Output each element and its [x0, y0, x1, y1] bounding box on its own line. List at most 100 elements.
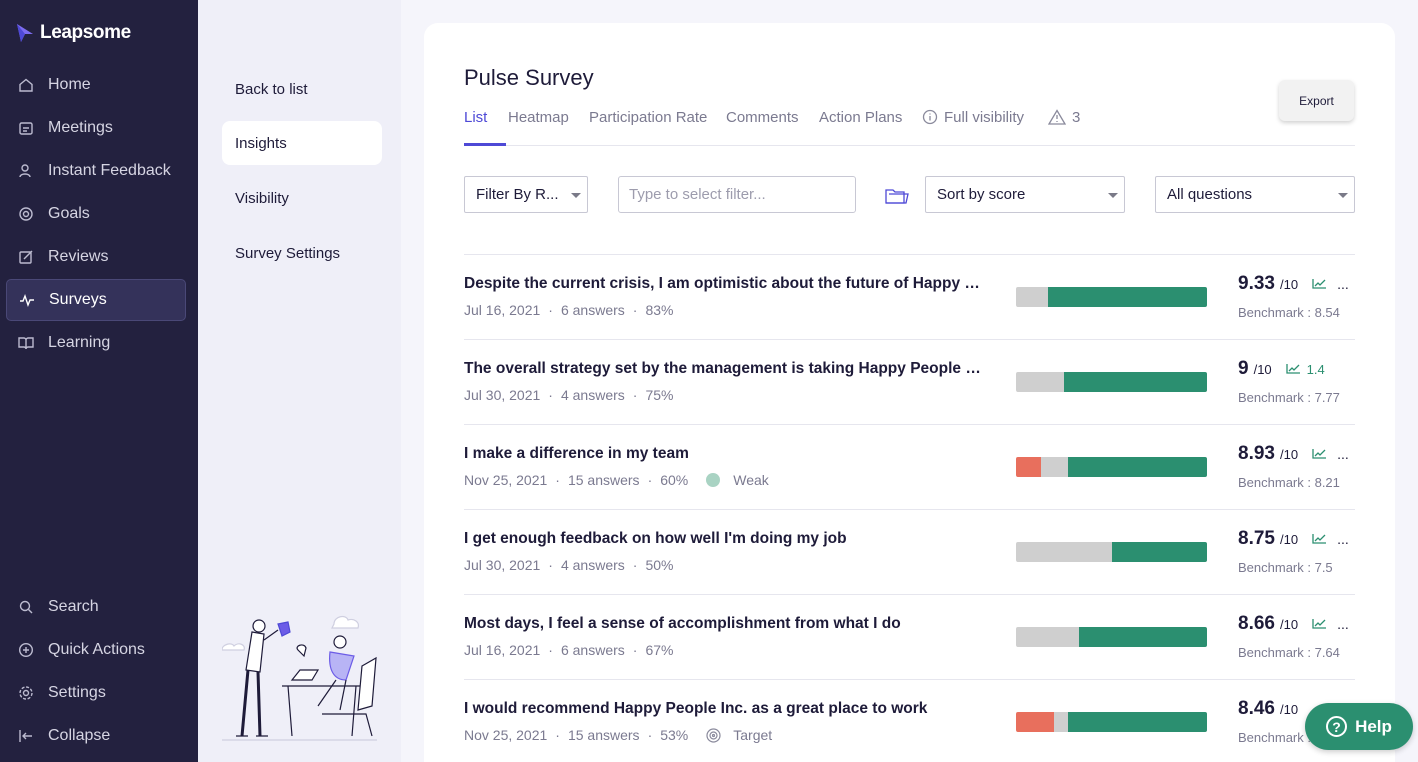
collapse-icon [19, 730, 32, 742]
tab-action-plans[interactable]: Action Plans [819, 109, 903, 126]
benchmark: Benchmark : 7.5 [1238, 560, 1333, 575]
question-row[interactable]: I would recommend Happy People Inc. as a… [464, 680, 1355, 762]
question-text[interactable]: Despite the current crisis, I am optimis… [464, 275, 984, 292]
nav-item-learning[interactable]: Learning [6, 322, 186, 364]
home-icon [19, 78, 33, 92]
question-row[interactable]: I make a difference in my team Nov 25, 2… [464, 425, 1355, 510]
question-answers: 15 answers [567, 472, 640, 488]
trend-icon[interactable] [1286, 363, 1301, 374]
nav-label: Goals [48, 205, 90, 222]
tab-participation-rate[interactable]: Participation Rate [589, 109, 708, 126]
question-text[interactable]: I get enough feedback on how well I'm do… [464, 530, 847, 547]
question-date: Nov 25, 2021 [464, 727, 548, 743]
question-date: Jul 30, 2021 [464, 557, 541, 573]
question-meta: Nov 25, 2021 · 15 answers · 53% Target [464, 727, 773, 743]
tab-heatmap[interactable]: Heatmap [508, 109, 569, 126]
question-meta: Jul 16, 2021 · 6 answers · 67% [464, 642, 674, 658]
page-title: Pulse Survey [464, 65, 594, 90]
more-icon[interactable]: ... [1337, 616, 1349, 632]
gear-icon [19, 686, 33, 700]
nav-label: Learning [48, 334, 111, 351]
bar-neutral [1054, 712, 1068, 732]
warning-icon [1048, 109, 1066, 125]
question-row[interactable]: The overall strategy set by the manageme… [464, 340, 1355, 425]
bar-negative [1016, 457, 1041, 477]
question-date: Jul 16, 2021 [464, 642, 541, 658]
trend-icon[interactable] [1312, 448, 1327, 459]
help-button[interactable]: ? Help [1305, 703, 1413, 750]
subnav-survey-settings[interactable]: Survey Settings [235, 244, 341, 262]
questions-select[interactable]: All questions [1155, 176, 1355, 213]
question-text[interactable]: I make a difference in my team [464, 445, 689, 462]
benchmark: Benchmark : 8. [1238, 730, 1326, 745]
score-distribution-bar [1016, 542, 1207, 562]
tab-warnings[interactable]: 3 [1048, 108, 1080, 146]
question-text[interactable]: I would recommend Happy People Inc. as a… [464, 700, 928, 717]
nav-item-search[interactable]: Search [6, 586, 186, 628]
score-denominator: /10 [1279, 277, 1299, 292]
nav-item-settings[interactable]: Settings [6, 672, 186, 714]
bar-positive [1079, 627, 1207, 647]
team-illustration [222, 615, 377, 741]
nav-item-quick-actions[interactable]: Quick Actions [6, 629, 186, 671]
question-row[interactable]: I get enough feedback on how well I'm do… [464, 510, 1355, 595]
score-distribution-bar [1016, 712, 1207, 732]
nav-label: Quick Actions [48, 641, 145, 658]
score-block: 9.33 /10 ... [1238, 273, 1349, 295]
export-button[interactable]: Export [1279, 80, 1354, 121]
filter-by-select[interactable]: Filter By R... [464, 176, 588, 213]
trend-icon[interactable] [1312, 618, 1327, 629]
target-icon [706, 727, 721, 743]
more-icon[interactable]: ... [1337, 276, 1349, 292]
leapsome-logo-icon [17, 24, 33, 42]
chevron-down-icon [1108, 193, 1118, 198]
score-distribution-bar [1016, 457, 1207, 477]
score-distribution-bar [1016, 627, 1207, 647]
survey-subnav: Back to list Insights Visibility Survey … [198, 0, 401, 762]
question-tag: Target [733, 727, 773, 743]
filter-input[interactable] [618, 176, 856, 213]
bar-positive [1067, 457, 1207, 477]
score-value: 9.33 [1238, 273, 1275, 294]
logo[interactable]: Leapsome [16, 22, 131, 44]
help-label: Help [1355, 716, 1392, 736]
app-name: Leapsome [40, 22, 131, 43]
tab-list[interactable]: List [464, 108, 506, 146]
search-icon [19, 600, 33, 614]
question-percent: 60% [660, 472, 689, 488]
question-text[interactable]: Most days, I feel a sense of accomplishm… [464, 615, 901, 632]
tab-full-visibility[interactable]: Full visibility [922, 108, 1024, 146]
questions-value: All questions [1167, 186, 1253, 203]
question-text[interactable]: The overall strategy set by the manageme… [464, 360, 984, 377]
nav-item-meetings[interactable]: Meetings [6, 107, 186, 149]
nav-item-goals[interactable]: Goals [6, 193, 186, 235]
question-list: Despite the current crisis, I am optimis… [464, 254, 1355, 762]
tab-comments[interactable]: Comments [726, 109, 799, 126]
nav-item-surveys[interactable]: Surveys [6, 279, 186, 321]
surveys-icon [20, 293, 34, 308]
question-percent: 83% [645, 302, 674, 318]
bar-neutral [1016, 542, 1112, 562]
nav-item-home[interactable]: Home [6, 64, 186, 106]
subnav-insights[interactable]: Insights [222, 121, 382, 165]
subnav-visibility[interactable]: Visibility [235, 189, 289, 207]
sort-select[interactable]: Sort by score [925, 176, 1125, 213]
nav-item-collapse[interactable]: Collapse [6, 715, 186, 757]
question-row[interactable]: Despite the current crisis, I am optimis… [464, 255, 1355, 340]
folder-icon[interactable] [885, 186, 909, 206]
nav-label: Settings [48, 684, 106, 701]
trend-icon[interactable] [1312, 278, 1327, 289]
more-icon[interactable]: ... [1337, 446, 1349, 462]
nav-item-instant-feedback[interactable]: Instant Feedback [6, 150, 186, 192]
score-value: 8.66 [1238, 613, 1275, 634]
question-meta: Nov 25, 2021 · 15 answers · 60% Weak [464, 472, 769, 488]
question-row[interactable]: Most days, I feel a sense of accomplishm… [464, 595, 1355, 680]
nav-label: Reviews [48, 248, 109, 265]
nav-item-reviews[interactable]: Reviews [6, 236, 186, 278]
subnav-back-to-list[interactable]: Back to list [235, 80, 308, 98]
bar-neutral [1040, 457, 1068, 477]
question-meta: Jul 30, 2021 · 4 answers · 50% [464, 557, 674, 573]
bar-negative [1016, 712, 1055, 732]
trend-icon[interactable] [1312, 533, 1327, 544]
more-icon[interactable]: ... [1337, 531, 1349, 547]
